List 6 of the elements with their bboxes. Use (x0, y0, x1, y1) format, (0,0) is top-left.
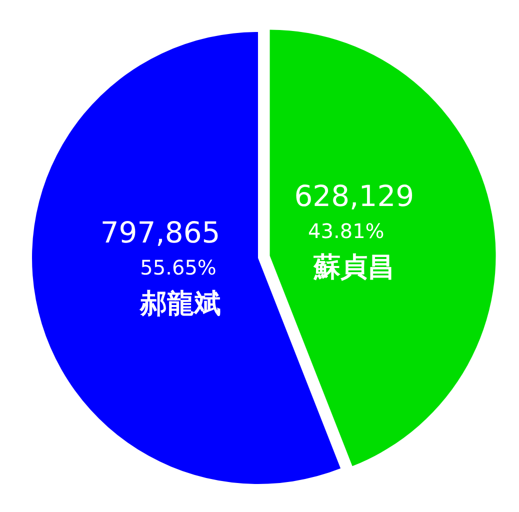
text: 43.81% (308, 218, 384, 243)
data-label: 797,865 (100, 215, 220, 250)
slice-label: 郝龍斌 (138, 288, 221, 320)
data-label: 628,129 (294, 178, 414, 213)
text: 55.65% (140, 255, 216, 280)
slice-label: 蘇貞昌 (312, 252, 395, 283)
